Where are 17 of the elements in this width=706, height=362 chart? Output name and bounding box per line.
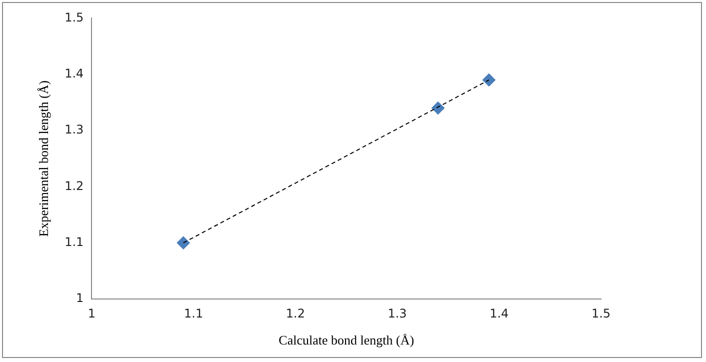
- y-tick-label: 1.3: [64, 122, 84, 137]
- x-tick-label: 1.4: [490, 306, 509, 320]
- x-tick-label: 1.1: [184, 306, 204, 320]
- x-tick-label: 1: [88, 306, 96, 320]
- y-tick-label: 1: [76, 291, 84, 306]
- point: [432, 102, 445, 115]
- point: [176, 236, 190, 250]
- y-tick-label: 1.1: [64, 234, 84, 249]
- x-tick-label: 1.2: [286, 306, 305, 320]
- x-axis-title: Calculate bond length (Å): [278, 332, 414, 348]
- x-tick-label: 1.5: [591, 306, 611, 320]
- y-axis-title: Experimental bond length (Å): [36, 80, 52, 237]
- y-tick-label: 1.2: [64, 178, 84, 193]
- y-tick-label: 1.4: [64, 66, 84, 80]
- y-tick-label: 1.5: [64, 10, 84, 24]
- point: [482, 73, 496, 86]
- x-tick-label: 1.3: [388, 306, 407, 320]
